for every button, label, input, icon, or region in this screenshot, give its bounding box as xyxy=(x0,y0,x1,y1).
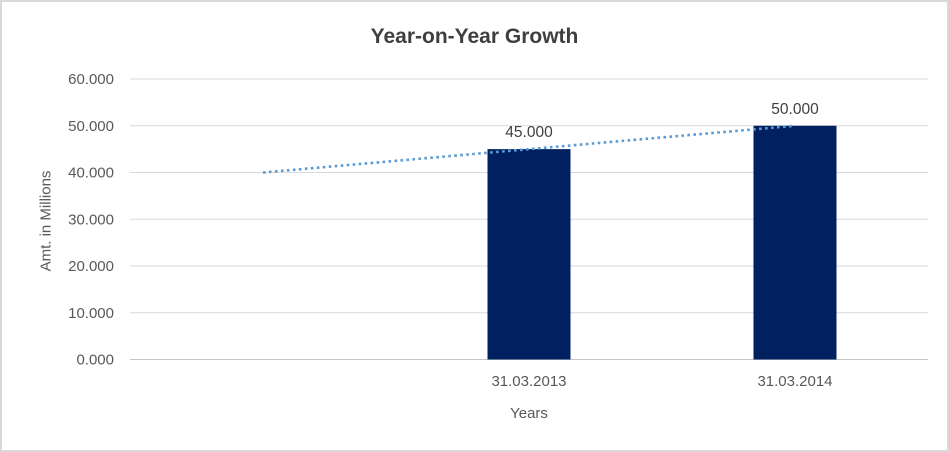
trendline xyxy=(262,124,796,174)
data-label: 50.000 xyxy=(771,101,819,118)
data-label: 45.000 xyxy=(505,124,553,141)
x-axis-title: Years xyxy=(510,405,548,422)
x-tick-label: 31.03.2013 xyxy=(491,373,566,390)
y-tick-label: 0.000 xyxy=(76,352,114,369)
y-tick-label: 20.000 xyxy=(68,258,114,275)
bar xyxy=(487,149,571,360)
x-tick-label: 31.03.2014 xyxy=(757,373,832,390)
bar xyxy=(753,125,837,360)
y-tick-label: 30.000 xyxy=(68,211,114,228)
y-tick-label: 40.000 xyxy=(68,165,114,182)
chart-title: Year-on-Year Growth xyxy=(370,25,579,48)
y-tick-label: 60.000 xyxy=(68,71,114,88)
y-tick-label: 50.000 xyxy=(68,118,114,135)
y-tick-label: 10.000 xyxy=(68,305,114,322)
